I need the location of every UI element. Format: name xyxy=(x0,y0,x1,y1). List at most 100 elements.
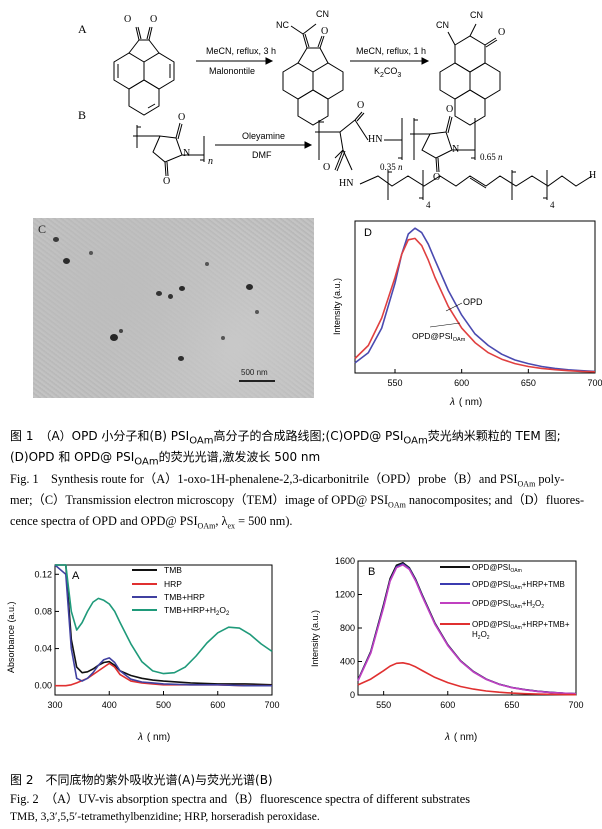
legend-label-tmb: TMB xyxy=(164,565,182,575)
nanoparticle xyxy=(255,310,259,314)
fig2-caption-en: Fig. 2 （A）UV-vis absorption spectra and（… xyxy=(10,792,470,806)
fig1-caption-zh-2: (D)OPD 和 OPD@ PSIOAm的荧光光谱,激发波长 500 nm xyxy=(10,450,321,468)
nanoparticle xyxy=(89,251,93,255)
x-tick-label: 650 xyxy=(504,700,519,710)
intermediate-structure xyxy=(282,23,344,126)
scale-bar-label: 500 nm xyxy=(241,368,268,377)
x-tick-label: 550 xyxy=(376,700,391,710)
x-axis-label: λ( nm) xyxy=(137,732,170,743)
y-axis-label: Intensity (a.u.) xyxy=(332,278,342,335)
atom-o-9: O xyxy=(446,104,454,115)
series-line-4 xyxy=(55,564,273,675)
x-tick-label: 650 xyxy=(521,378,536,388)
fluorescence-chart-b: B Intensity (a.u.) 550 600 650 700 1600 1200 8… xyxy=(310,556,584,743)
repeat-065: 0.65 n xyxy=(480,152,503,162)
step1-conditions: MeCN, reflux, 3 h xyxy=(206,46,277,56)
series-line-2 xyxy=(354,237,596,373)
x-tick-label: 700 xyxy=(264,700,279,710)
x-tick-label: 400 xyxy=(102,700,117,710)
y-tick-label: 0.04 xyxy=(34,644,52,654)
x-tick-label: 550 xyxy=(387,378,402,388)
atom-n-2: N xyxy=(452,144,460,155)
legend-label-1: OPD@PSIOAm xyxy=(472,563,522,574)
nanoparticle xyxy=(246,284,253,290)
nc-label: NC xyxy=(276,20,289,30)
fig2-caption-zh: 图 2 不同底物的紫外吸收光谱(A)与荧光光谱(B) xyxy=(10,773,273,787)
nanoparticle xyxy=(53,237,59,242)
atom-n-1: N xyxy=(183,148,191,159)
nanoparticle xyxy=(178,356,184,361)
plot-frame xyxy=(354,220,596,374)
x-tick-label: 700 xyxy=(587,378,602,388)
absorbance-chart: A Absorbance (a.u.) 300 400 500 600 700 0.12 0… xyxy=(6,564,280,743)
legend-label-hrp: HRP xyxy=(164,579,182,589)
atom-o-5: O xyxy=(178,112,186,123)
legend: OPD@PSIOAm OPD@PSIOAm+HRP+TMB OPD@PSIOAm… xyxy=(440,563,570,641)
cn-label-1: CN xyxy=(316,9,329,19)
y-tick-label: 0 xyxy=(350,690,355,700)
acenaphthenequinone-structure xyxy=(113,26,175,116)
nanoparticle xyxy=(205,262,209,266)
y-axis-label: Absorbance (a.u.) xyxy=(6,601,16,673)
hn-label-2: HN xyxy=(339,178,354,189)
nanoparticle xyxy=(221,336,225,340)
step2-conditions: MeCN, reflux, 1 h xyxy=(356,46,427,56)
fig1-caption-zh-1: 图 1 （A）OPD 小分子和(B) PSIOAm高分子的合成路线图;(C)OP… xyxy=(10,429,561,447)
repeat-035: 0.35 n xyxy=(380,162,403,172)
psi-oam-structure xyxy=(315,111,593,200)
annotation-leader-opd xyxy=(445,302,463,312)
legend-label-3: OPD@PSIOAm+H2O2 xyxy=(472,599,544,610)
legend-label-2: OPD@PSIOAm+HRP+TMB xyxy=(472,580,565,591)
nanoparticle xyxy=(110,334,118,341)
legend-label-4: OPD@PSIOAm+HRP+TMB+ xyxy=(472,620,570,631)
oleyamine-reagent: Oleyamine xyxy=(242,131,286,141)
fluorescence-chart-d: D Intensity (a.u.) 550 600 650 700 OPD OPD@… xyxy=(332,220,602,408)
x-tick-label: 700 xyxy=(568,700,583,710)
series-line-3 xyxy=(357,564,577,695)
x-axis-label: λ( nm) xyxy=(444,732,477,743)
y-tick-label: 800 xyxy=(340,623,355,633)
y-tick-label: 400 xyxy=(340,657,355,667)
nanoparticle xyxy=(63,258,70,264)
chain-repeat-4b: 4 xyxy=(550,200,555,210)
y-tick-label: 0.00 xyxy=(34,681,52,691)
chart-panel-label: A xyxy=(72,570,80,582)
x-axis-label: λ( nm) xyxy=(449,397,482,408)
atom-o-6: O xyxy=(163,176,171,187)
x-tick-label: 600 xyxy=(454,378,469,388)
opd-structure xyxy=(439,23,501,126)
atom-h: H xyxy=(589,170,597,181)
fig1-caption-en-2: mer;（C）Transmission electron microscopy（… xyxy=(10,493,585,510)
panel-label-b: B xyxy=(78,108,87,122)
legend-label-tmb-hrp: TMB+HRP xyxy=(164,592,205,602)
nanoparticle xyxy=(156,291,162,296)
scale-bar xyxy=(239,380,275,382)
dmf-solvent: DMF xyxy=(252,150,272,160)
series-line-3 xyxy=(54,564,272,687)
annotation-leader-psi xyxy=(429,322,461,328)
atom-o-2: O xyxy=(150,14,158,25)
step1-reagent: Malonontile xyxy=(209,66,256,76)
fig1-caption-en-1: Fig. 1 Synthesis route for（A）1-oxo-1H-ph… xyxy=(10,472,565,489)
fig2-caption-en-2: TMB, 3,3′,5,5′-tetramethylbenzidine; HRP… xyxy=(10,811,320,823)
hn-label-1: HN xyxy=(368,134,383,145)
chart-panel-label: B xyxy=(368,566,375,578)
legend-label-4-cont: H2O2 xyxy=(472,630,490,641)
series-line-1 xyxy=(55,564,273,686)
polysuccinimide-structure xyxy=(133,122,205,177)
x-tick-label: 300 xyxy=(47,700,62,710)
atom-o-4: O xyxy=(498,27,506,38)
tem-panel-label: C xyxy=(38,222,47,236)
atom-o-8: O xyxy=(323,162,331,173)
chart-panel-label: D xyxy=(364,227,372,239)
nanoparticle xyxy=(168,294,173,299)
x-tick-label: 600 xyxy=(440,700,455,710)
y-tick-label: 1200 xyxy=(335,590,355,600)
cn-label-3: CN xyxy=(436,20,449,30)
panel-label-a: A xyxy=(78,22,87,36)
x-tick-label: 600 xyxy=(210,700,225,710)
atom-o-7: O xyxy=(357,100,365,111)
atom-o-3: O xyxy=(321,26,329,37)
synthesis-scheme xyxy=(113,23,593,200)
cn-label-2: CN xyxy=(470,10,483,20)
